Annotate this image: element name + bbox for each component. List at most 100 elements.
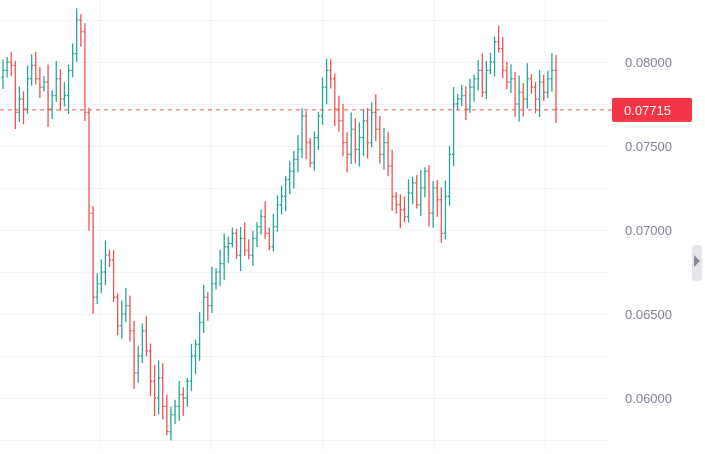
ohlc-bar [390, 149, 394, 211]
current-price-label: 0.07715 [624, 103, 671, 118]
ohlc-bar [189, 343, 194, 392]
ohlc-bar [230, 227, 234, 248]
ohlc-bar [181, 387, 185, 416]
ohlc-bar [271, 213, 275, 252]
ohlc-bar [83, 23, 87, 122]
ohlc-bar [443, 180, 447, 240]
ohlc-bar [157, 360, 161, 415]
ohlc-bar [378, 115, 382, 164]
ohlc-bar [95, 273, 99, 305]
ohlc-bar [308, 138, 312, 168]
ohlc-bar [292, 150, 296, 189]
ohlc-bar [525, 63, 529, 109]
ohlc-bar [501, 37, 505, 78]
ohlc-bar [71, 43, 75, 78]
ohlc-bar [259, 209, 263, 235]
ohlc-bar [46, 64, 50, 128]
ohlc-bar [222, 233, 226, 281]
ohlc-bar [247, 239, 251, 260]
ohlc-bar [316, 111, 321, 151]
ohlc-bar [386, 131, 390, 177]
ohlc-bar [300, 108, 304, 159]
ohlc-bar [468, 78, 472, 113]
ohlc-bar [226, 236, 230, 263]
ohlc-bar [488, 52, 493, 75]
ohlc-bar [538, 69, 542, 117]
ohlc-bar [325, 58, 329, 105]
ohlc-bar [173, 399, 177, 425]
ohlc-bar [161, 363, 165, 420]
ohlc-bar [406, 179, 411, 223]
ohlc-bar [505, 61, 509, 90]
ohlc-bar [460, 84, 464, 107]
ohlc-bar [497, 25, 501, 53]
ohlc-bar [419, 170, 423, 216]
ohlc-bar [279, 185, 284, 215]
ohlc-bar [275, 195, 280, 232]
ohlc-bar [218, 249, 222, 286]
ohlc-bar [427, 165, 431, 227]
expand-arrow-icon[interactable] [694, 255, 700, 267]
price-axis[interactable]: 0.06000 0.06500 0.07000 0.07500 0.08000 [625, 55, 672, 406]
ohlc-bar [144, 316, 148, 357]
ohlc-bar [529, 74, 534, 94]
ohlc-bar [91, 206, 95, 314]
ohlc-bar [456, 94, 460, 110]
ohlc-bar [107, 249, 112, 267]
ohlc-bar [398, 194, 402, 229]
ohlc-bar [124, 287, 128, 323]
ohlc-bar [423, 167, 427, 198]
ohlc-bar [54, 60, 58, 102]
ohlc-bar [402, 196, 407, 223]
ohlc-bar [394, 192, 398, 214]
ohlc-bar [439, 187, 443, 243]
ohlc-bar [79, 14, 83, 47]
ohlc-bar [312, 131, 316, 171]
ohlc-bar [234, 228, 239, 259]
ohlc-bar [116, 293, 120, 336]
ohlc-bar [333, 73, 337, 126]
ohlc-bar [25, 65, 30, 114]
price-tick-label: 0.07000 [625, 223, 672, 238]
ohlc-bar [370, 102, 374, 148]
ohlc-bar [288, 161, 292, 195]
ohlc-bar [169, 406, 173, 441]
price-tick-label: 0.07500 [625, 139, 672, 154]
ohlc-bar [5, 56, 9, 78]
ohlc-bar [411, 176, 415, 205]
ohlc-bar [546, 70, 550, 99]
ohlc-bar [517, 75, 521, 122]
ohlc-bar [267, 227, 271, 251]
ohlc-bar [349, 112, 353, 165]
ohlc-bar [112, 250, 116, 302]
ohlc-bar [341, 103, 345, 157]
ohlc-bar [263, 201, 267, 239]
current-price-badge-bg [612, 97, 692, 122]
ohlc-bar [140, 323, 144, 363]
ohlc-bar [193, 339, 198, 375]
ohlc-bar [345, 132, 349, 173]
ohlc-bar [509, 64, 513, 93]
ohlc-bar [198, 312, 202, 361]
ohlc-bar [87, 107, 91, 231]
ohlc-bar [451, 87, 456, 167]
ohlc-bar [202, 284, 206, 333]
ohlc-bar [296, 135, 300, 173]
ohlc-bar [435, 180, 439, 217]
ohlc-bar [34, 51, 38, 85]
ohlc-bar [255, 222, 259, 248]
ohlc-bar [484, 60, 488, 99]
ohlc-bar [337, 95, 341, 132]
ohlc-bar [75, 8, 79, 62]
ohlc-bar [165, 394, 169, 436]
ohlc-bar [492, 36, 497, 77]
ohlc-bar [210, 266, 214, 313]
ohlc-bar [329, 59, 333, 89]
ohlc-bar [136, 345, 140, 383]
ohlc-bar [533, 81, 538, 114]
ohlc-bar [361, 109, 366, 156]
ohlc-bar [9, 51, 13, 77]
ohlc-bar [103, 240, 108, 286]
